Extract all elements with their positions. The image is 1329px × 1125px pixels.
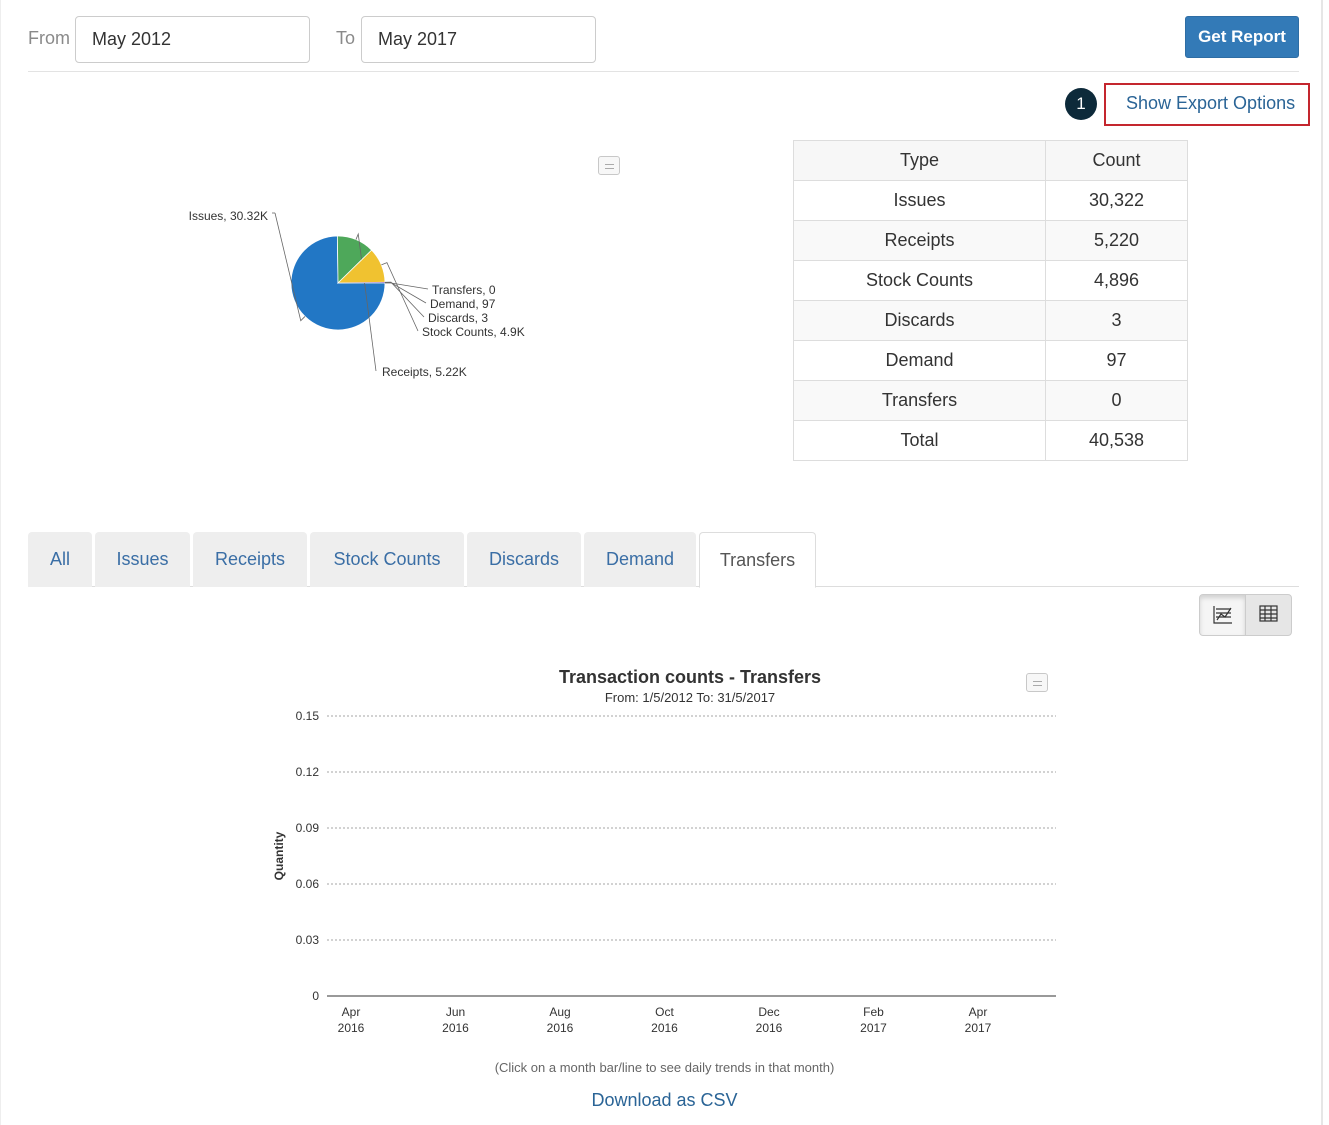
x-tick-label: Jun <box>446 1005 465 1019</box>
tab-discards[interactable]: Discards <box>467 532 581 587</box>
pie-data-label: Discards, 3 <box>428 311 488 325</box>
pie-connector <box>355 232 377 372</box>
tab-transfers[interactable]: Transfers <box>699 532 816 588</box>
x-tick-label: 2016 <box>756 1021 783 1035</box>
export-highlight-box <box>1104 83 1310 126</box>
pie-data-label: Demand, 97 <box>430 297 496 311</box>
line-chart-menu-button[interactable] <box>1026 673 1048 692</box>
tab-all[interactable]: All <box>28 532 92 587</box>
table-view-button[interactable] <box>1246 595 1291 635</box>
x-tick-label: Aug <box>549 1005 570 1019</box>
count-cell: 4,896 <box>1045 260 1188 301</box>
pie-connector <box>274 212 306 322</box>
x-tick-label: Oct <box>655 1005 674 1019</box>
x-tick-label: Dec <box>758 1005 779 1019</box>
y-tick-label: 0.12 <box>296 765 320 779</box>
pie-data-label: Issues, 30.32K <box>189 209 268 223</box>
x-tick-label: 2017 <box>860 1021 887 1035</box>
page-right-border <box>1321 0 1323 1125</box>
tab-receipts[interactable]: Receipts <box>193 532 307 587</box>
y-tick-label: 0 <box>312 989 319 1003</box>
x-tick-label: Apr <box>342 1005 361 1019</box>
table-row: Receipts 5,220 <box>793 220 1188 261</box>
pie-slice <box>337 249 386 284</box>
chart-icon <box>1213 606 1232 624</box>
chart-footnote: (Click on a month bar/line to see daily … <box>494 1060 835 1075</box>
pie-data-label: Receipts, 5.22K <box>382 365 467 379</box>
line-chart[interactable]: Transaction counts - Transfers From: 1/5/… <box>272 667 1056 1035</box>
get-report-button[interactable]: Get Report <box>1185 16 1299 58</box>
table-row: Transfers 0 <box>793 380 1188 421</box>
x-tick-label: Feb <box>863 1005 884 1019</box>
pie-connector <box>381 262 419 332</box>
table-row: Stock Counts 4,896 <box>793 260 1188 301</box>
count-cell: 0 <box>1045 380 1188 421</box>
summary-table: Type Count Issues 30,322 Receipts 5,220 St… <box>793 140 1188 461</box>
page-left-border <box>0 0 1 1125</box>
view-toggle-group <box>1199 594 1292 636</box>
filter-divider <box>28 71 1299 72</box>
tab-demand[interactable]: Demand <box>584 532 696 587</box>
show-export-options-link[interactable]: Show Export Options <box>1126 93 1296 113</box>
y-tick-label: 0.09 <box>296 821 320 835</box>
from-label: From <box>28 28 70 48</box>
table-row: Demand 97 <box>793 340 1188 381</box>
pie-connector <box>385 282 429 290</box>
count-cell: 97 <box>1045 340 1188 381</box>
type-cell: Discards <box>793 300 1046 341</box>
y-tick-label: 0.15 <box>296 709 320 723</box>
y-axis-label: Quantity <box>272 831 286 880</box>
count-cell: 3 <box>1045 300 1188 341</box>
table-row: Issues 30,322 <box>793 180 1188 221</box>
chart-subtitle: From: 1/5/2012 To: 31/5/2017 <box>605 690 775 705</box>
count-cell: 5,220 <box>1045 220 1188 261</box>
from-date-input[interactable] <box>75 16 310 63</box>
chart-title: Transaction counts - Transfers <box>559 667 821 687</box>
to-label: To <box>336 28 356 48</box>
to-date-input[interactable] <box>361 16 596 63</box>
transaction-type-tabs: All Issues Receipts Stock Counts Discard… <box>28 532 1299 588</box>
pie-chart-menu-button[interactable] <box>598 156 620 175</box>
pie-data-label: Transfers, 0 <box>432 283 496 297</box>
type-cell: Receipts <box>793 220 1046 261</box>
chart-view-button[interactable] <box>1200 595 1246 635</box>
y-tick-label: 0.03 <box>296 933 320 947</box>
type-cell: Transfers <box>793 380 1046 421</box>
x-tick-label: 2017 <box>965 1021 992 1035</box>
pie-chart[interactable]: Issues, 30.32K Receipts, 5.22K Stock Count… <box>189 209 525 379</box>
pie-data-label: Stock Counts, 4.9K <box>422 325 525 339</box>
column-header-count: Count <box>1045 140 1188 181</box>
x-tick-label: 2016 <box>338 1021 365 1035</box>
table-icon <box>1259 605 1278 622</box>
y-tick-label: 0.06 <box>296 877 320 891</box>
table-row: Discards 3 <box>793 300 1188 341</box>
table-row: Total 40,538 <box>793 420 1188 461</box>
tab-issues[interactable]: Issues <box>95 532 190 587</box>
x-tick-label: Apr <box>969 1005 988 1019</box>
x-tick-label: 2016 <box>651 1021 678 1035</box>
step-number-badge: 1 <box>1065 88 1097 120</box>
x-tick-label: 2016 <box>547 1021 574 1035</box>
x-tick-label: 2016 <box>442 1021 469 1035</box>
tab-stock-counts[interactable]: Stock Counts <box>310 532 464 587</box>
count-cell: 40,538 <box>1045 420 1188 461</box>
download-csv-link[interactable]: Download as CSV <box>591 1090 738 1110</box>
pie-slice <box>338 282 385 283</box>
